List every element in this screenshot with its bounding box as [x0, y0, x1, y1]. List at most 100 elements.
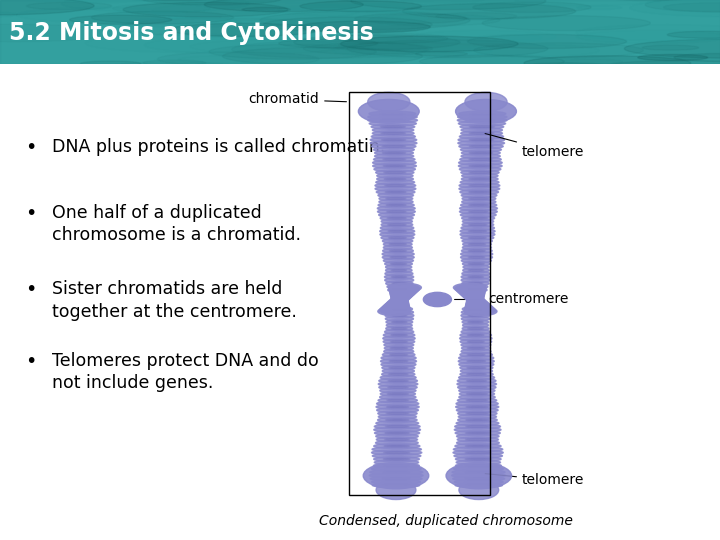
Ellipse shape — [468, 276, 483, 278]
Circle shape — [17, 8, 186, 23]
Ellipse shape — [468, 314, 482, 316]
Ellipse shape — [368, 114, 417, 119]
Ellipse shape — [460, 212, 496, 218]
Ellipse shape — [462, 215, 495, 221]
Ellipse shape — [382, 239, 413, 244]
Ellipse shape — [374, 463, 419, 468]
Circle shape — [473, 2, 591, 12]
Ellipse shape — [460, 180, 499, 185]
Ellipse shape — [455, 443, 501, 449]
Ellipse shape — [381, 305, 410, 313]
Ellipse shape — [454, 480, 503, 484]
Ellipse shape — [467, 386, 487, 388]
Ellipse shape — [391, 269, 407, 272]
Ellipse shape — [384, 274, 414, 280]
Circle shape — [70, 15, 172, 24]
Ellipse shape — [381, 235, 414, 240]
Ellipse shape — [453, 476, 505, 481]
Ellipse shape — [461, 329, 490, 334]
Ellipse shape — [467, 354, 485, 356]
Ellipse shape — [384, 302, 410, 310]
Ellipse shape — [468, 328, 483, 329]
Ellipse shape — [382, 145, 405, 147]
Ellipse shape — [466, 301, 490, 309]
Ellipse shape — [461, 202, 497, 208]
Ellipse shape — [466, 438, 490, 441]
Ellipse shape — [454, 453, 503, 458]
Ellipse shape — [459, 209, 498, 214]
Ellipse shape — [457, 437, 498, 442]
Ellipse shape — [378, 193, 413, 198]
Ellipse shape — [374, 427, 420, 433]
Ellipse shape — [383, 245, 413, 250]
Circle shape — [61, 0, 249, 12]
Ellipse shape — [376, 421, 418, 426]
Ellipse shape — [379, 378, 418, 383]
Ellipse shape — [469, 243, 486, 245]
Ellipse shape — [462, 281, 489, 286]
Ellipse shape — [368, 118, 418, 123]
Ellipse shape — [384, 171, 406, 173]
Ellipse shape — [454, 467, 503, 471]
Circle shape — [91, 11, 233, 24]
Ellipse shape — [370, 470, 423, 475]
Ellipse shape — [457, 118, 507, 123]
Ellipse shape — [467, 341, 485, 343]
Ellipse shape — [468, 263, 485, 265]
Circle shape — [642, 45, 698, 50]
Ellipse shape — [459, 375, 495, 380]
Ellipse shape — [386, 281, 413, 286]
Ellipse shape — [386, 419, 409, 421]
Ellipse shape — [461, 147, 501, 152]
Ellipse shape — [456, 286, 485, 294]
Ellipse shape — [384, 342, 414, 347]
Ellipse shape — [390, 360, 408, 362]
Circle shape — [333, 44, 492, 58]
Ellipse shape — [459, 336, 492, 341]
Circle shape — [467, 35, 626, 49]
Ellipse shape — [461, 278, 490, 283]
Ellipse shape — [372, 131, 414, 136]
Ellipse shape — [459, 481, 499, 500]
Circle shape — [143, 60, 206, 65]
Ellipse shape — [372, 447, 421, 452]
Ellipse shape — [455, 483, 503, 488]
Ellipse shape — [468, 282, 482, 285]
Ellipse shape — [377, 177, 413, 181]
Ellipse shape — [469, 158, 492, 160]
Ellipse shape — [386, 310, 413, 315]
Ellipse shape — [454, 427, 501, 433]
Ellipse shape — [384, 278, 414, 283]
Ellipse shape — [383, 339, 415, 344]
Text: •: • — [25, 280, 37, 299]
Circle shape — [209, 44, 377, 59]
Ellipse shape — [392, 282, 407, 285]
Ellipse shape — [460, 232, 495, 237]
Ellipse shape — [386, 326, 413, 331]
Ellipse shape — [469, 152, 492, 154]
Ellipse shape — [387, 306, 413, 312]
Ellipse shape — [372, 483, 420, 488]
Ellipse shape — [469, 224, 487, 226]
Ellipse shape — [462, 310, 489, 315]
Circle shape — [420, 55, 564, 68]
Circle shape — [577, 30, 720, 44]
Ellipse shape — [459, 392, 495, 396]
Ellipse shape — [382, 252, 414, 256]
Ellipse shape — [461, 225, 495, 231]
Ellipse shape — [385, 426, 409, 428]
Ellipse shape — [392, 321, 407, 323]
Ellipse shape — [382, 368, 415, 374]
Ellipse shape — [369, 473, 423, 478]
Ellipse shape — [381, 219, 413, 224]
Ellipse shape — [378, 202, 414, 208]
Ellipse shape — [385, 191, 406, 193]
Ellipse shape — [464, 306, 495, 314]
Ellipse shape — [460, 368, 492, 374]
Ellipse shape — [384, 261, 413, 266]
Ellipse shape — [463, 268, 490, 273]
Ellipse shape — [454, 447, 503, 452]
Ellipse shape — [377, 173, 413, 178]
Ellipse shape — [392, 314, 407, 316]
Ellipse shape — [461, 170, 499, 175]
